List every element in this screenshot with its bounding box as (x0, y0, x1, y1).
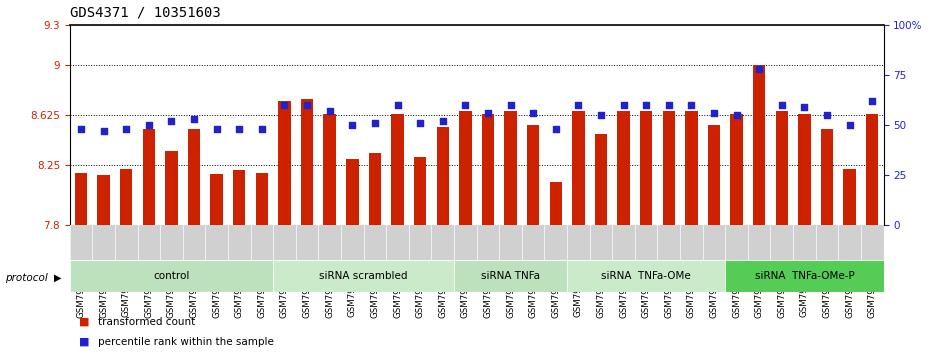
Point (819, 112, 834, 118)
Bar (301, 99, 313, 225)
Bar (753, 65, 765, 225)
Bar (74, 173, 87, 225)
Point (255, 126, 270, 132)
Point (209, 126, 224, 132)
Point (616, 102, 631, 108)
Bar (708, 125, 720, 225)
Bar (70, 260, 273, 292)
Point (277, 102, 292, 108)
Bar (368, 153, 381, 225)
Point (549, 126, 564, 132)
Text: ■: ■ (79, 337, 89, 347)
Bar (798, 114, 811, 225)
Bar (188, 129, 200, 225)
Text: percentile rank within the sample: percentile rank within the sample (98, 337, 273, 347)
Text: ▶: ▶ (54, 273, 61, 283)
Bar (98, 176, 110, 225)
Point (96, 128, 111, 133)
Bar (436, 127, 449, 225)
Text: protocol: protocol (5, 273, 47, 283)
Point (481, 110, 496, 116)
Point (323, 108, 338, 114)
Bar (640, 112, 652, 225)
Text: siRNA TNFa: siRNA TNFa (481, 271, 540, 281)
Point (503, 102, 518, 108)
Bar (572, 112, 585, 225)
Point (707, 110, 722, 116)
Bar (527, 125, 539, 225)
Text: transformed count: transformed count (98, 317, 195, 327)
Bar (685, 112, 698, 225)
Bar (324, 114, 336, 225)
Bar (166, 152, 178, 225)
Bar (256, 173, 268, 225)
Point (299, 102, 314, 108)
Point (843, 122, 857, 128)
Bar (504, 112, 517, 225)
Point (345, 122, 360, 128)
Bar (550, 182, 562, 225)
Bar (392, 114, 404, 225)
Point (571, 102, 586, 108)
Point (797, 104, 812, 110)
Bar (233, 170, 246, 225)
Point (865, 98, 880, 104)
Point (751, 66, 766, 72)
Bar (866, 114, 879, 225)
Text: control: control (153, 271, 190, 281)
Bar (142, 129, 155, 225)
Bar (210, 174, 223, 225)
Bar (346, 159, 359, 225)
Point (661, 102, 676, 108)
Point (435, 118, 450, 124)
Bar (454, 260, 567, 292)
Point (73, 126, 88, 132)
Text: ■: ■ (79, 317, 89, 327)
Point (141, 122, 156, 128)
Point (775, 102, 790, 108)
Text: GDS4371 / 10351603: GDS4371 / 10351603 (70, 5, 220, 19)
Point (729, 112, 744, 118)
Bar (844, 169, 856, 225)
Bar (567, 260, 725, 292)
Bar (459, 112, 472, 225)
Point (232, 126, 246, 132)
Point (684, 102, 698, 108)
Point (593, 112, 608, 118)
Bar (776, 112, 788, 225)
Bar (821, 129, 833, 225)
Bar (120, 169, 132, 225)
Text: siRNA scrambled: siRNA scrambled (319, 271, 408, 281)
Text: siRNA  TNFa-OMe: siRNA TNFa-OMe (602, 271, 691, 281)
Point (525, 110, 540, 116)
Bar (414, 157, 426, 225)
Bar (662, 112, 675, 225)
Point (367, 120, 382, 126)
Point (413, 120, 428, 126)
Point (119, 126, 134, 132)
Bar (273, 260, 454, 292)
Bar (482, 114, 494, 225)
Point (458, 102, 472, 108)
Bar (278, 101, 291, 225)
Bar (618, 112, 630, 225)
Bar (730, 114, 743, 225)
Point (639, 102, 654, 108)
Text: siRNA  TNFa-OMe-P: siRNA TNFa-OMe-P (754, 271, 855, 281)
Point (164, 118, 179, 124)
Bar (594, 134, 607, 225)
Point (390, 102, 405, 108)
Point (187, 116, 202, 122)
Bar (725, 260, 883, 292)
